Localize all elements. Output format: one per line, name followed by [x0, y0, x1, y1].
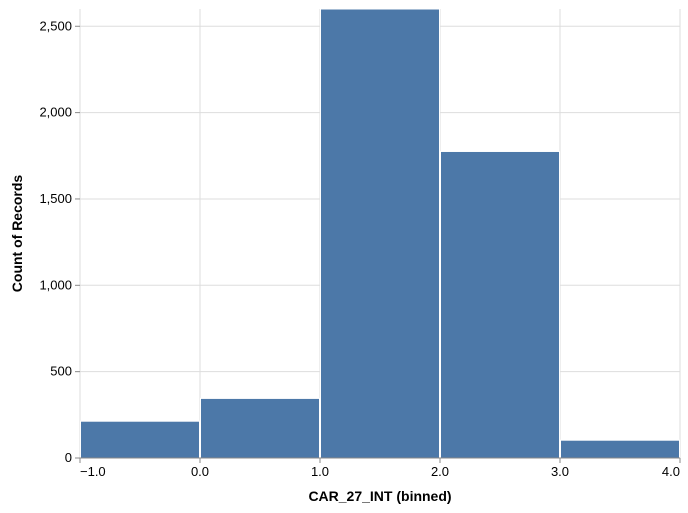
x-tick-label: 2.0: [431, 464, 449, 479]
histogram-bar: [440, 150, 560, 459]
y-tick-label: 0: [65, 450, 72, 465]
x-axis-title: CAR_27_INT (binned): [308, 488, 451, 504]
y-tick-label: 1,500: [39, 191, 72, 206]
y-axis-title: Count of Records: [9, 175, 25, 293]
x-tick-label: 0.0: [191, 464, 209, 479]
histogram-bar: [560, 439, 680, 459]
histogram-bar: [80, 420, 200, 459]
x-tick-label: 1.0: [311, 464, 329, 479]
y-tick-label: 2,000: [39, 105, 72, 120]
histogram-bar: [320, 8, 440, 459]
x-tick-label: −1.0: [80, 464, 106, 479]
x-tick-layer: −1.0 0.0 1.0 2.0 3.0 4.0: [79, 458, 681, 479]
bar-layer: [80, 8, 680, 459]
y-tick-label: 2,500: [39, 18, 72, 33]
histogram-bar: [200, 397, 320, 459]
y-tick-layer: 0 500 1,000 1,500 2,000 2,500: [39, 18, 80, 465]
y-tick-label: 1,000: [39, 277, 72, 292]
x-tick-label: 4.0: [662, 464, 680, 479]
y-tick-label: 500: [50, 364, 72, 379]
x-tick-label: 3.0: [551, 464, 569, 479]
